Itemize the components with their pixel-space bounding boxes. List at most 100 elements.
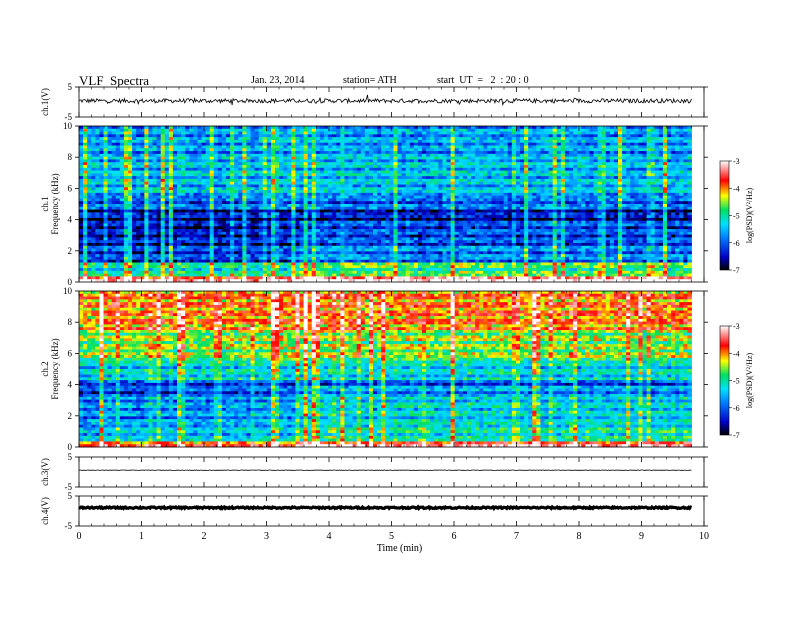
ch1-spectrogram-cell: [520, 215, 525, 219]
ch1-spectrogram-cell: [515, 190, 521, 194]
ch1-spectrogram-cell: [262, 181, 268, 185]
ch1-spectrogram-cell: [548, 181, 554, 185]
ch1-spectrogram-cell: [189, 212, 194, 216]
ch1-spectrogram-cell: [564, 142, 570, 146]
ch1-spectrogram-cell: [115, 178, 121, 183]
ch1-spectrogram-cell: [454, 145, 460, 149]
ch1-spectrogram-cell: [487, 173, 492, 177]
ch1-spectrogram-cell: [119, 170, 125, 174]
ch1-spectrogram-cell: [79, 167, 84, 171]
ch1-spectrogram-cell: [115, 181, 121, 185]
ch1-spectrogram-cell: [348, 134, 353, 138]
ch1-spectrogram-cell: [466, 148, 472, 152]
ch1-spectrogram-cell: [622, 126, 627, 130]
ch1-spectrogram-cell: [148, 201, 153, 205]
ch1-spectrogram-cell: [573, 204, 578, 208]
ch1-spectrogram-cell: [687, 162, 692, 166]
ch1-spectrogram-cell: [454, 134, 460, 138]
ch1-spectrogram-cell: [613, 151, 619, 155]
ch1-spectrogram-cell: [638, 167, 643, 171]
ch1-spectrogram-cell: [213, 195, 219, 199]
ch1-spectrogram-cell: [136, 187, 141, 191]
ch1-spectrogram-cell: [409, 190, 415, 194]
ch1-spectrogram-cell: [168, 173, 174, 177]
ch1-spectrogram-cell: [609, 131, 615, 135]
ch1-spectrogram-cell: [79, 153, 84, 158]
ch1-spectrogram-cell: [332, 187, 337, 191]
ch1-spectrogram-cell: [405, 128, 411, 132]
ch1-spectrogram-cell: [487, 159, 492, 163]
ch1-spectrogram-cell: [123, 137, 129, 141]
ch1-spectrogram-cell: [675, 142, 680, 146]
ch1-spectrogram-cell: [393, 131, 398, 135]
ch1-spectrogram-cell: [679, 206, 684, 210]
ch1-spectrogram-cell: [213, 206, 219, 210]
ch1-spectrogram-cell: [193, 190, 198, 194]
ch1-spectrogram-cell: [168, 201, 174, 205]
ch1-spectrogram-cell: [258, 187, 264, 191]
ch1-spectrogram-cell: [83, 170, 88, 174]
ch1-spectrogram-cell: [291, 215, 296, 219]
ch1-spectrogram-cell: [352, 162, 358, 166]
ch1-spectrogram-cell: [471, 170, 476, 174]
ch1-spectrogram-cell: [495, 215, 500, 219]
ch1-spectrogram-cell: [103, 190, 108, 194]
ch1-spectrogram-cell: [324, 142, 329, 146]
ch1-spectrogram-cell: [234, 165, 239, 169]
ch1-spectrogram-cell: [507, 173, 513, 177]
ch1-spectrogram-cell: [79, 134, 84, 138]
ch1-spectrogram-cell: [475, 126, 480, 130]
ch1-spectrogram-cell: [373, 212, 378, 216]
ch1-spectrogram-cell: [95, 128, 100, 132]
ch1-spectrogram-cell: [95, 184, 100, 188]
ch1-spectrogram-cell: [434, 139, 439, 144]
ch1-spectrogram-cell: [91, 192, 96, 197]
ch1-spectrogram-cell: [462, 153, 468, 158]
ch1-spectrogram-cell: [201, 162, 206, 166]
ch1-spectrogram-cell: [573, 151, 578, 155]
ch1-spectrogram-cell: [471, 162, 476, 166]
ch1-spectrogram-cell: [609, 145, 615, 149]
ch1-spectrogram-cell: [552, 192, 558, 197]
ch1-spectrogram-cell: [528, 204, 533, 208]
ch1-spectrogram-cell: [458, 187, 464, 191]
ch1-spectrogram-cell: [160, 142, 166, 146]
ch1-spectrogram-cell: [283, 162, 288, 166]
ch1-spectrogram-cell: [266, 201, 272, 205]
ch1-spectrogram-cell: [319, 170, 325, 174]
ch1-spectrogram-cell: [368, 201, 374, 205]
ch1-spectrogram-cell: [593, 162, 598, 166]
ch1-spectrogram-cell: [650, 139, 656, 144]
ch1-spectrogram-cell: [360, 215, 366, 219]
ch1-spectrogram-cell: [332, 165, 337, 169]
ch1-spectrogram-cell: [405, 131, 411, 135]
ch1-spectrogram-cell: [230, 139, 235, 144]
ch1-spectrogram-cell: [491, 131, 496, 135]
ch1-spectrogram-cell: [119, 153, 125, 158]
ch1-spectrogram-cell: [189, 156, 194, 160]
ch1-spectrogram-cell: [172, 148, 178, 152]
ch1-spectrogram-cell: [364, 167, 370, 171]
ch1-spectrogram-cell: [311, 165, 317, 169]
ch1-spectrogram-cell: [577, 178, 582, 183]
ch1-spectrogram-cell: [275, 128, 280, 132]
ch1-spectrogram-cell: [168, 181, 174, 185]
ch1-spectrogram-cell: [552, 215, 558, 219]
ch1-spectrogram-cell: [426, 159, 431, 163]
ch1-spectrogram-cell: [466, 165, 472, 169]
ch1-spectrogram-cell: [307, 159, 313, 163]
ch1-spectrogram-cell: [662, 215, 668, 219]
ch1-spectrogram-cell: [601, 190, 607, 194]
ch1-spectrogram-cell: [328, 176, 333, 180]
ch1-spectrogram-cell: [405, 159, 411, 163]
ch1-spectrogram-cell: [205, 139, 211, 144]
ch1-spectrogram-cell: [352, 192, 358, 197]
ch1-spectrogram-cell: [601, 176, 607, 180]
ch1-spectrogram-cell: [389, 131, 394, 135]
figure-title: VLF Spectra: [79, 73, 150, 88]
ch1-spectrogram-cell: [254, 170, 260, 174]
ch1-spectrogram-cell: [389, 167, 394, 171]
ch1-spectrogram-cell: [507, 139, 513, 144]
ch1-spectrogram-cell: [511, 195, 517, 199]
ch1-spectrogram-cell: [307, 176, 313, 180]
